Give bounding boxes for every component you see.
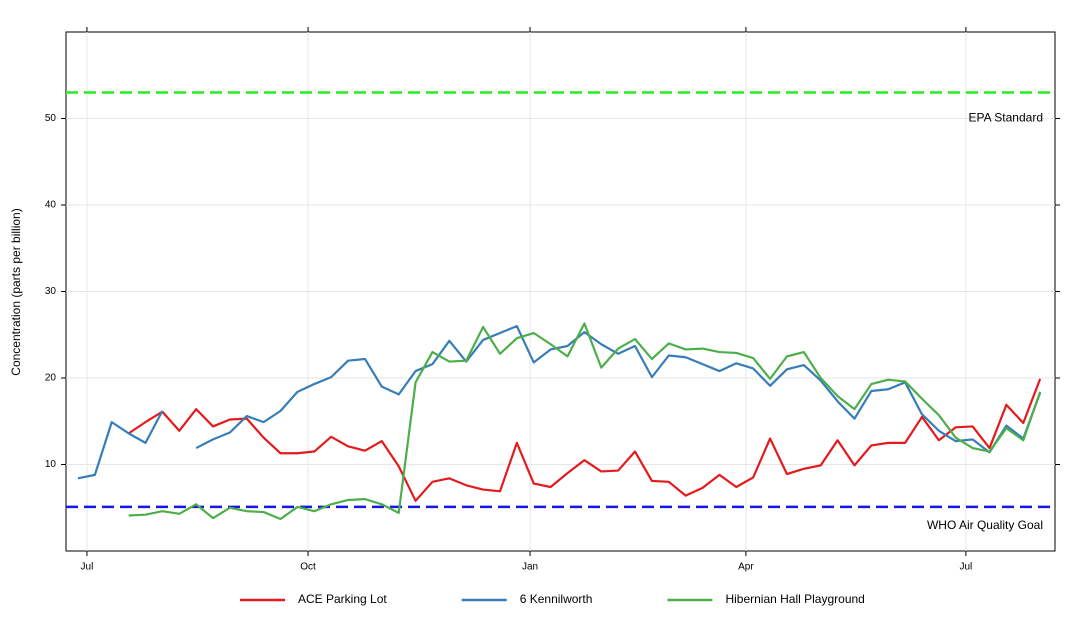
legend-label: 6 Kennilworth (520, 592, 593, 606)
x-tick-label: Jul (959, 562, 972, 573)
y-tick-label: 50 (45, 113, 57, 124)
reference-label: EPA Standard (969, 111, 1044, 125)
x-tick-label: Oct (300, 562, 316, 573)
y-tick-label: 30 (45, 286, 57, 297)
series-line (77, 325, 1042, 480)
y-tick-label: 10 (45, 459, 57, 470)
legend-label: Hibernian Hall Playground (725, 592, 864, 606)
reference-label: WHO Air Quality Goal (927, 518, 1043, 532)
x-tick-label: Apr (738, 562, 754, 573)
y-tick-label: 40 (45, 200, 57, 211)
series-line (128, 378, 1042, 502)
y-axis-label: Concentration (parts per billion) (9, 208, 23, 375)
legend-label: ACE Parking Lot (298, 592, 387, 606)
x-tick-label: Jul (81, 562, 94, 573)
x-tick-label: Jan (522, 562, 538, 573)
y-tick-label: 20 (45, 373, 57, 384)
series-line (128, 322, 1042, 521)
